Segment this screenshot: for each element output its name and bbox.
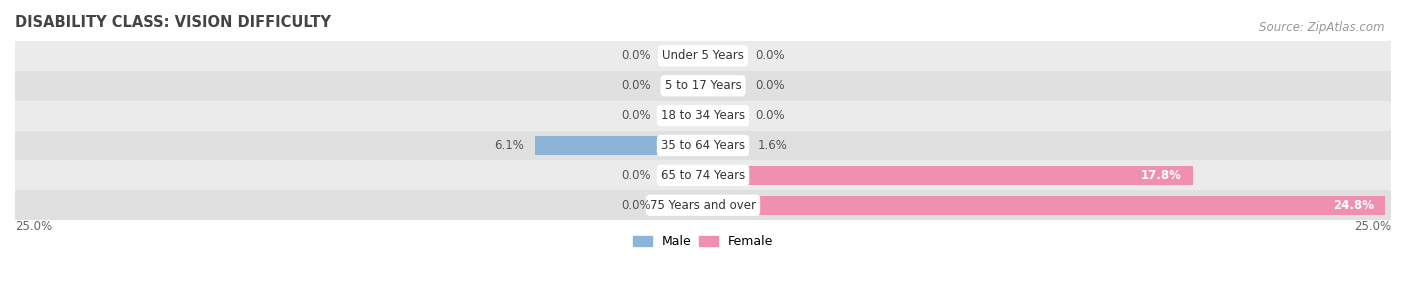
Bar [15, 71, 1391, 101]
Text: 75 Years and over: 75 Years and over [650, 199, 756, 212]
Text: 17.8%: 17.8% [1142, 169, 1182, 182]
Text: 5 to 17 Years: 5 to 17 Years [665, 79, 741, 92]
Text: 25.0%: 25.0% [1354, 220, 1391, 233]
Bar [15, 190, 1391, 220]
Bar [703, 77, 744, 95]
Bar [662, 106, 703, 125]
Bar [662, 47, 703, 65]
Text: 0.0%: 0.0% [755, 49, 785, 62]
Text: 18 to 34 Years: 18 to 34 Years [661, 109, 745, 122]
Text: 0.0%: 0.0% [621, 49, 651, 62]
Bar [703, 106, 744, 125]
Legend: Male, Female: Male, Female [628, 230, 778, 253]
Bar [15, 160, 1391, 190]
Bar [15, 131, 1391, 160]
Bar [15, 101, 1391, 131]
Text: 0.0%: 0.0% [621, 199, 651, 212]
Text: 0.0%: 0.0% [755, 79, 785, 92]
Text: 35 to 64 Years: 35 to 64 Years [661, 139, 745, 152]
Text: Source: ZipAtlas.com: Source: ZipAtlas.com [1260, 21, 1385, 34]
Text: Under 5 Years: Under 5 Years [662, 49, 744, 62]
Text: 0.0%: 0.0% [621, 109, 651, 122]
Text: 1.6%: 1.6% [758, 139, 787, 152]
Bar [15, 41, 1391, 71]
Bar [662, 196, 703, 214]
Text: 65 to 74 Years: 65 to 74 Years [661, 169, 745, 182]
Text: 0.0%: 0.0% [755, 109, 785, 122]
Bar [703, 196, 1385, 214]
Bar [703, 136, 747, 155]
Text: 24.8%: 24.8% [1333, 199, 1375, 212]
Text: 0.0%: 0.0% [621, 79, 651, 92]
Bar [662, 166, 703, 185]
Bar [703, 166, 1192, 185]
Text: 6.1%: 6.1% [495, 139, 524, 152]
Bar [703, 47, 744, 65]
Bar [662, 77, 703, 95]
Text: 0.0%: 0.0% [621, 169, 651, 182]
Text: DISABILITY CLASS: VISION DIFFICULTY: DISABILITY CLASS: VISION DIFFICULTY [15, 15, 330, 30]
Text: 25.0%: 25.0% [15, 220, 52, 233]
Bar [536, 136, 703, 155]
